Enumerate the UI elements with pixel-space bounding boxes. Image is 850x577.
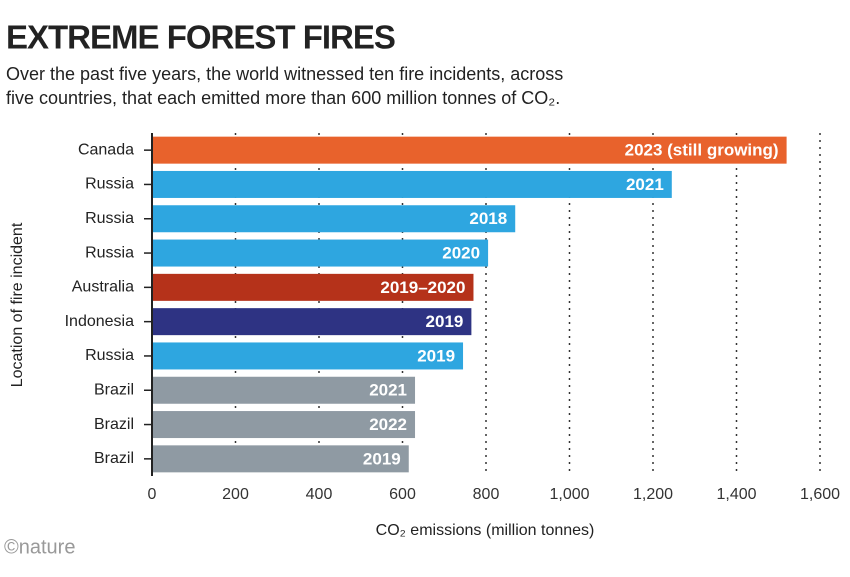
- x-tick-label: 800: [473, 486, 500, 503]
- bar: [152, 205, 516, 233]
- bar: [152, 170, 672, 198]
- y-tick-label: Brazil: [94, 416, 134, 433]
- bar: [152, 136, 787, 164]
- bar-label: 2019: [363, 449, 401, 468]
- y-tick-label: Russia: [85, 347, 134, 364]
- x-tick-label: 1,000: [549, 486, 589, 503]
- bar-label: 2019: [417, 346, 455, 365]
- x-tick-label: 200: [222, 486, 249, 503]
- y-tick-label: Brazil: [94, 381, 134, 398]
- bar-label: 2021: [369, 381, 407, 400]
- bar: [152, 445, 409, 473]
- y-tick-label: Russia: [85, 210, 134, 227]
- bar: [152, 273, 474, 301]
- bar: [152, 376, 416, 404]
- bar-label: 2022: [369, 415, 407, 434]
- x-tick-label: 600: [389, 486, 416, 503]
- bar: [152, 342, 464, 370]
- bar: [152, 239, 489, 267]
- bar-label: 2023 (still growing): [625, 141, 779, 160]
- y-tick-label: Indonesia: [65, 313, 134, 330]
- y-tick-label: Russia: [85, 176, 134, 193]
- source: ©nature: [4, 536, 75, 558]
- bar: [152, 308, 472, 336]
- x-tick-label: 1,600: [800, 486, 840, 503]
- y-tick-label: Brazil: [94, 450, 134, 467]
- bar-label: 2018: [469, 209, 507, 228]
- bar: [152, 411, 416, 439]
- y-axis-label: Location of fire incident: [9, 222, 26, 387]
- subtitle: Over the past five years, the world witn…: [6, 64, 563, 84]
- y-tick-label: Russia: [85, 244, 134, 261]
- bar-label: 2021: [626, 175, 664, 194]
- x-tick-label: 0: [148, 486, 157, 503]
- bar-label: 2019: [426, 312, 464, 331]
- subtitle: five countries, that each emitted more t…: [6, 88, 560, 108]
- x-tick-label: 1,200: [633, 486, 673, 503]
- x-tick-label: 400: [306, 486, 333, 503]
- bar-label: 2019–2020: [380, 278, 465, 297]
- bar-label: 2020: [442, 244, 480, 263]
- chart-title: EXTREME FOREST FIRES: [6, 19, 395, 56]
- y-tick-label: Canada: [78, 141, 134, 158]
- x-axis-label: CO₂ emissions (million tonnes): [376, 522, 595, 539]
- x-tick-label: 1,400: [716, 486, 756, 503]
- y-tick-label: Australia: [72, 279, 134, 296]
